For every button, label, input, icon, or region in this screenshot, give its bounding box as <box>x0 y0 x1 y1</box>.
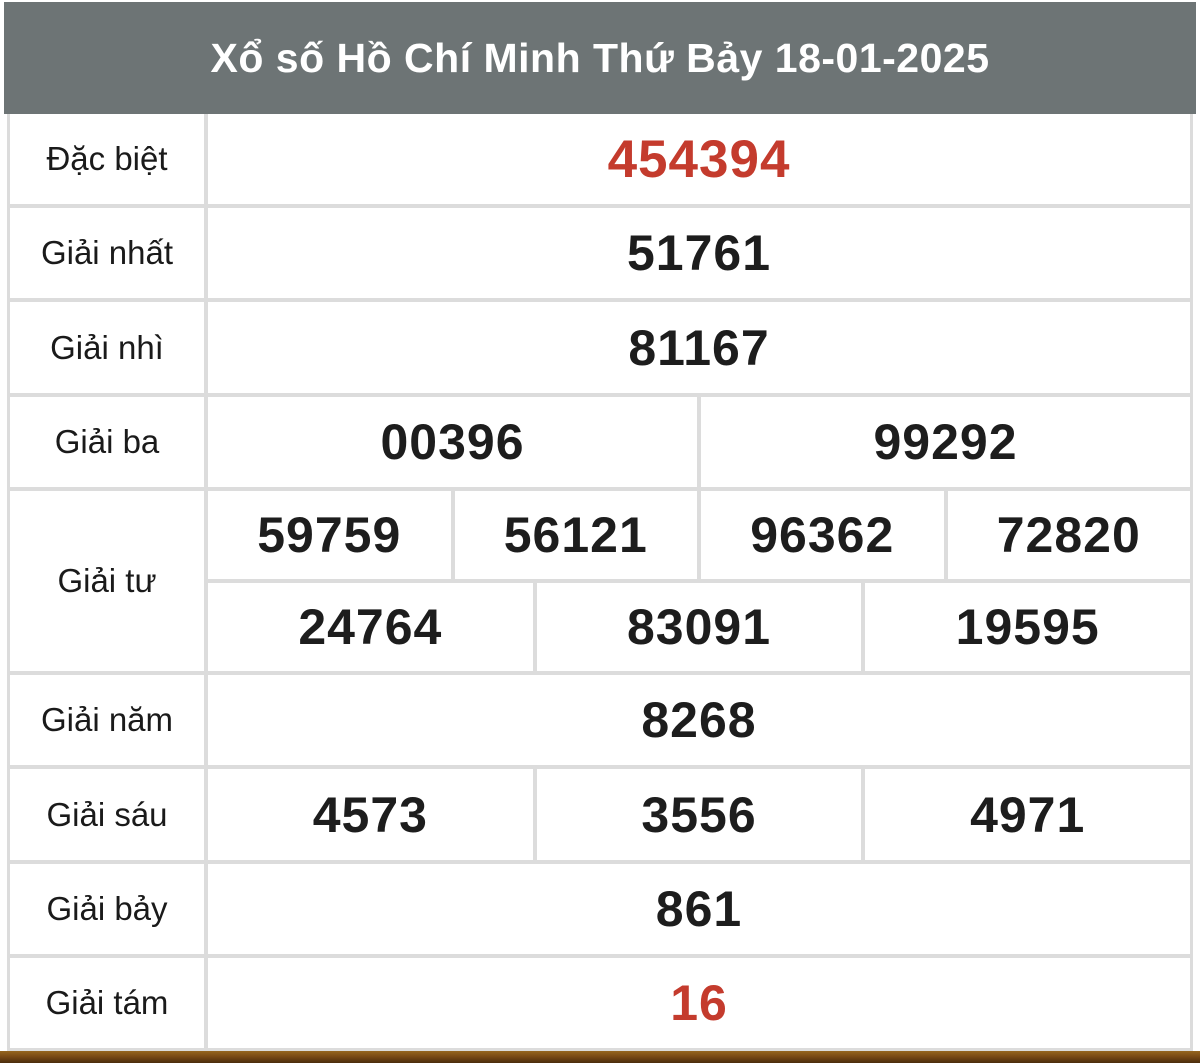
prize-number: 00396 <box>380 413 525 470</box>
prize-values: 00396 99292 <box>208 396 1190 487</box>
prize-label: Giải tư <box>10 490 208 672</box>
prize-number: 56121 <box>450 490 698 580</box>
page-title-bar: Xổ số Hồ Chí Minh Thứ Bảy 18-01-2025 <box>4 2 1196 114</box>
prize-number: 16 <box>670 974 728 1031</box>
row-giai-tu: Giải tư 59759 56121 96362 72820 24764 83… <box>10 486 1191 672</box>
prize-label: Giải sáu <box>10 769 208 860</box>
prize-values: 861 <box>208 864 1190 954</box>
row-giai-nhat: Giải nhất 51761 <box>10 204 1190 299</box>
row-giai-nhi: Giải nhì 81167 <box>10 298 1190 393</box>
row-giai-bay: Giải bảy 861 <box>10 859 1190 954</box>
prize-number: 454394 <box>607 129 791 189</box>
prize-number: 8268 <box>641 692 757 749</box>
bottom-accent-bar <box>0 1051 1200 1063</box>
prize-values: 51761 <box>208 208 1190 298</box>
prize-label: Giải nhì <box>10 302 208 393</box>
prize-number: 51761 <box>626 225 772 282</box>
prize-label: Giải tám <box>10 957 208 1049</box>
prize-number: 72820 <box>943 490 1191 580</box>
prize-label: Giải nhất <box>10 208 208 299</box>
row-giai-nam: Giải năm 8268 <box>10 671 1190 766</box>
prize-values: 8268 <box>208 675 1190 765</box>
prize-number: 4971 <box>861 769 1190 860</box>
page-title: Xổ số Hồ Chí Minh Thứ Bảy 18-01-2025 <box>210 34 990 81</box>
prize-values: 59759 56121 96362 72820 24764 83091 1959… <box>208 490 1191 672</box>
prize-values: 16 <box>208 958 1190 1048</box>
prize-number: 861 <box>655 880 743 937</box>
prize-line: 59759 56121 96362 72820 <box>208 490 1191 580</box>
prize-number: 99292 <box>697 396 1190 487</box>
prize-values: 81167 <box>208 302 1190 392</box>
prize-label: Đặc biệt <box>10 114 208 205</box>
prize-number: 81167 <box>628 319 770 376</box>
results-table: Đặc biệt 454394 Giải nhất 51761 Giải nhì… <box>7 114 1193 1051</box>
prize-number: 4573 <box>312 786 428 843</box>
prize-label: Giải bảy <box>10 863 208 954</box>
prize-number: 3556 <box>532 769 862 860</box>
prize-number: 59759 <box>257 506 402 563</box>
row-giai-sau: Giải sáu 4573 3556 4971 <box>10 765 1190 860</box>
prize-label: Giải năm <box>10 675 208 766</box>
row-dac-biet: Đặc biệt 454394 <box>10 114 1190 205</box>
prize-number: 24764 <box>298 599 443 656</box>
row-giai-ba: Giải ba 00396 99292 <box>10 392 1190 487</box>
prize-number: 83091 <box>532 583 862 672</box>
row-giai-tam: Giải tám 16 <box>10 953 1190 1049</box>
prize-label: Giải ba <box>10 396 208 487</box>
prize-number: 96362 <box>697 490 944 580</box>
prize-values: 454394 <box>208 114 1190 204</box>
prize-number: 19595 <box>861 583 1190 672</box>
prize-values: 4573 3556 4971 <box>208 769 1190 860</box>
prize-line: 24764 83091 19595 <box>208 579 1190 672</box>
